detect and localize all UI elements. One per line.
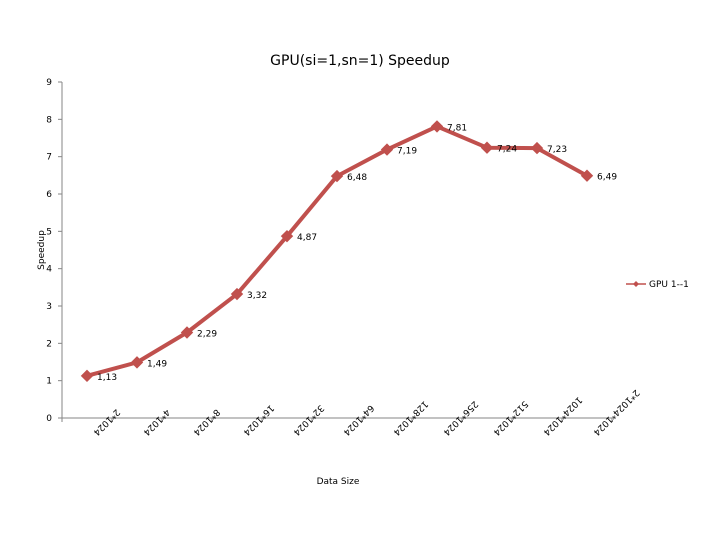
y-tick-label: 8 — [46, 115, 52, 125]
y-axis-label: Speedup — [37, 230, 47, 270]
data-point-marker — [130, 356, 144, 369]
data-point-marker — [380, 143, 394, 156]
data-point-label: 6,49 — [597, 173, 617, 183]
data-point-marker — [480, 141, 494, 154]
data-point-marker — [280, 229, 294, 243]
x-tick-label: 2*1024 — [91, 406, 122, 437]
y-tick-label: 3 — [46, 302, 52, 312]
data-point-label: 6,48 — [347, 173, 367, 183]
y-tick-label: 9 — [46, 78, 52, 88]
data-point-marker — [330, 169, 344, 183]
series-line — [85, 124, 589, 378]
data-point-label: 7,24 — [497, 145, 517, 155]
data-point-label: 1,13 — [97, 373, 117, 383]
data-point-marker — [230, 287, 244, 301]
series-gpu: 1,13 1,49 2,29 3,32 4,87 6,48 7,19 7,81 7,24 7,23… — [80, 120, 617, 383]
y-tick-label: 7 — [46, 153, 52, 163]
data-point-label: 4,87 — [297, 233, 317, 243]
x-tick-label: 2*1024*1024 — [591, 387, 641, 437]
data-point-marker — [80, 369, 94, 383]
y-axis-ticks: 0 1 2 3 4 5 6 7 8 9 — [46, 78, 62, 424]
data-point-label: 7,19 — [397, 147, 417, 157]
x-tick-label: 4*1024 — [141, 406, 172, 437]
data-point-marker — [430, 120, 444, 133]
data-point-label: 7,23 — [547, 145, 567, 155]
y-tick-label: 5 — [46, 227, 52, 237]
legend: GPU 1--1 — [626, 280, 689, 290]
x-tick-label: 64*1024 — [341, 402, 376, 437]
y-tick-label: 4 — [46, 265, 52, 275]
data-point-label: 3,32 — [247, 291, 267, 301]
data-point-marker — [530, 141, 544, 155]
x-tick-label: 1024*1024 — [541, 394, 584, 437]
data-point-marker — [580, 169, 594, 182]
x-tick-label: 32*1024 — [291, 402, 326, 437]
y-tick-label: 6 — [46, 190, 52, 200]
data-point-label: 2,29 — [197, 330, 217, 340]
legend-marker — [633, 281, 639, 287]
data-point-label: 1,49 — [147, 359, 167, 369]
chart-title: GPU(si=1,sn=1) Speedup — [270, 53, 450, 69]
legend-label: GPU 1--1 — [649, 280, 689, 290]
x-tick-label: 8*1024 — [191, 406, 222, 437]
data-point-label: 7,81 — [447, 123, 467, 133]
x-axis-label: Data Size — [317, 477, 360, 487]
y-tick-label: 1 — [46, 377, 52, 387]
y-tick-label: 0 — [46, 414, 52, 424]
x-axis-ticks: 2*1024 4*1024 8*1024 16*1024 32*1024 64*1024 1… — [61, 387, 641, 437]
data-point-marker — [180, 326, 194, 339]
y-tick-label: 2 — [46, 339, 52, 349]
x-tick-label: 16*1024 — [241, 402, 276, 437]
